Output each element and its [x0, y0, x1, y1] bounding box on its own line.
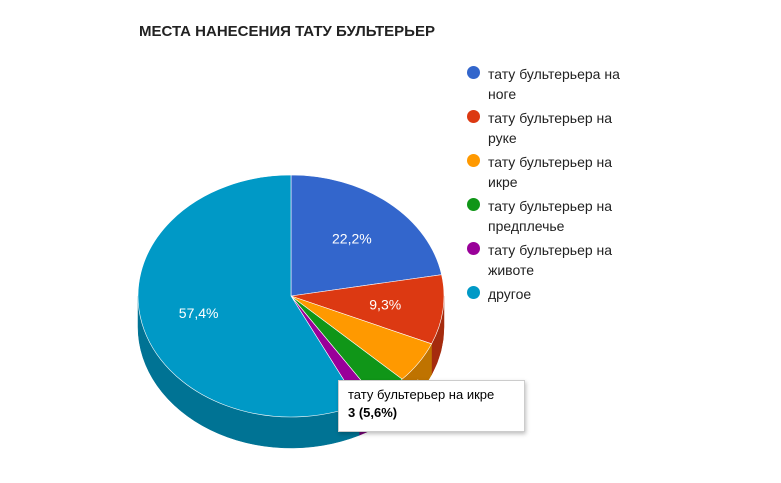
- legend-item-arm[interactable]: тату бультерьер на руке: [467, 108, 667, 152]
- legend-label: тату бультерьер на икре: [488, 154, 613, 190]
- legend-swatch: [467, 66, 480, 79]
- pie-slice[interactable]: [290, 274, 445, 345]
- chart-title: МЕСТА НАНЕСЕНИЯ ТАТУ БУЛЬТЕРЬЕР: [139, 23, 435, 40]
- slice-value-label: 22,2%: [332, 230, 372, 246]
- legend-item-other[interactable]: другое: [467, 284, 667, 328]
- legend-swatch: [467, 286, 480, 299]
- chart-legend: тату бультерьера на ноге тату бультерьер…: [467, 64, 667, 328]
- legend-label: тату бультерьер на предплечье: [488, 198, 613, 234]
- pie-slice[interactable]: [290, 174, 442, 297]
- legend-swatch: [467, 110, 480, 123]
- legend-item-belly[interactable]: тату бультерьер на животе: [467, 240, 667, 284]
- legend-swatch: [467, 242, 480, 255]
- legend-label: другое: [488, 286, 532, 302]
- legend-item-forearm[interactable]: тату бультерьер на предплечье: [467, 196, 667, 240]
- legend-label: тату бультерьер на животе: [488, 242, 613, 278]
- legend-label: тату бультерьер на руке: [488, 110, 613, 146]
- legend-swatch: [467, 198, 480, 211]
- pie-slice[interactable]: [137, 174, 360, 418]
- tooltip-value: 3 (5,6%): [348, 405, 398, 420]
- legend-swatch: [467, 154, 480, 167]
- slice-tooltip: тату бультерьер на икре 3 (5,6%): [338, 380, 525, 432]
- tooltip-label: тату бультерьер на икре: [348, 387, 495, 402]
- slice-value-label: 9,3%: [369, 297, 401, 313]
- legend-item-calf[interactable]: тату бультерьер на икре: [467, 152, 667, 196]
- slice-value-label: 57,4%: [179, 305, 219, 321]
- legend-item-leg[interactable]: тату бультерьера на ноге: [467, 64, 667, 108]
- legend-label: тату бультерьера на ноге: [488, 66, 620, 102]
